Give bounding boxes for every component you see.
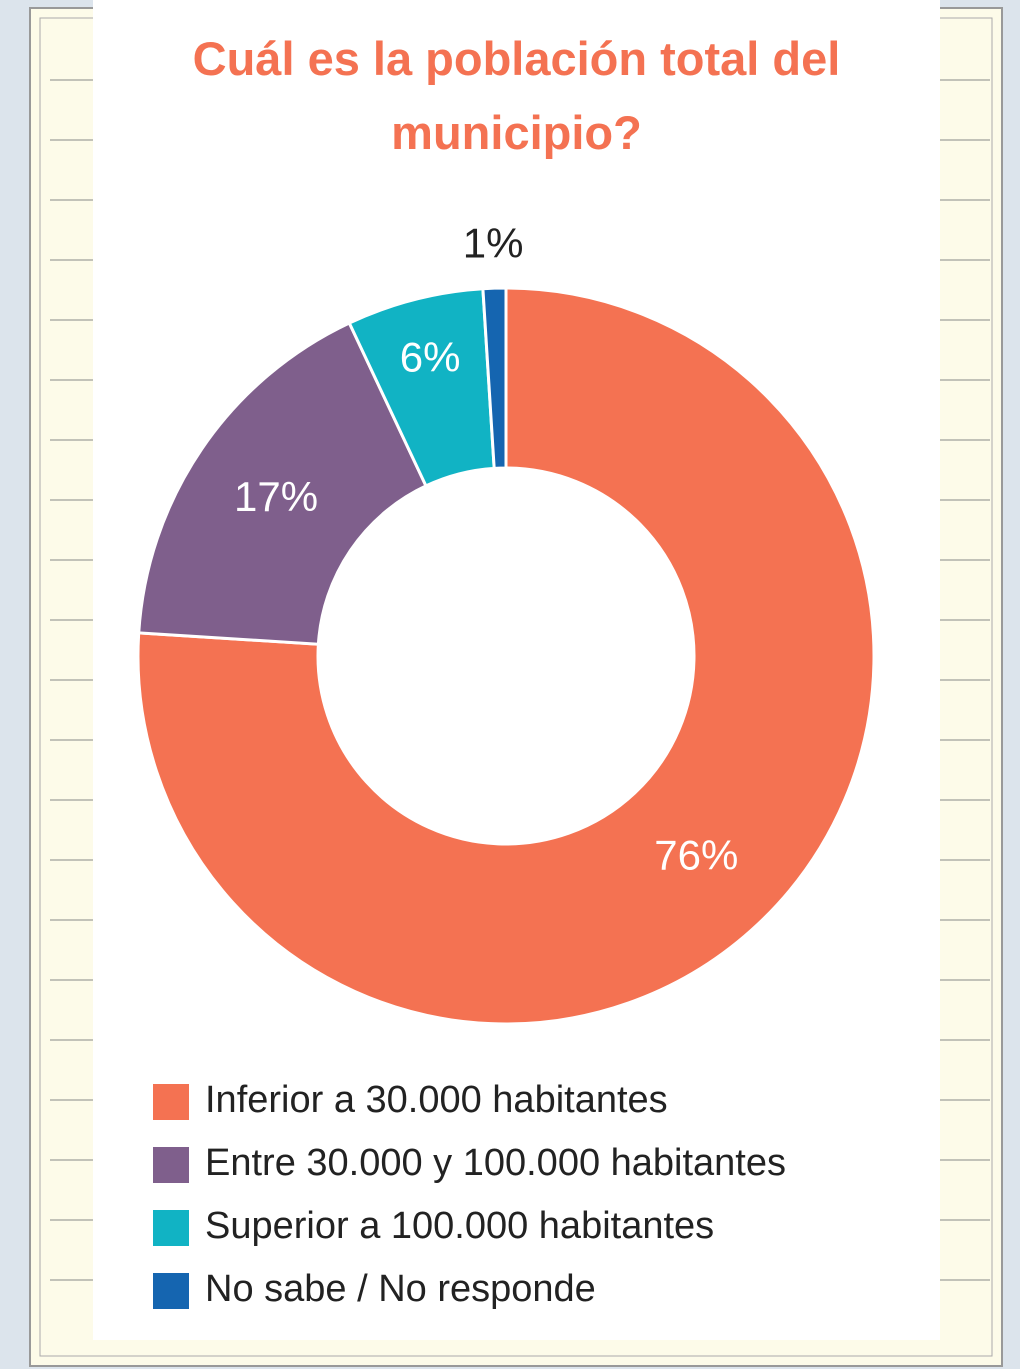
legend-label: Entre 30.000 y 100.000 habitantes [205, 1142, 786, 1184]
legend-label: No sabe / No responde [205, 1268, 596, 1310]
legend-swatch [153, 1210, 189, 1246]
slice [137, 321, 428, 646]
legend-label: Inferior a 30.000 habitantes [205, 1079, 668, 1121]
slice [136, 286, 876, 1026]
chart-title: Cuál es la población total del municipio… [192, 32, 841, 159]
legend-swatch [153, 1273, 189, 1309]
legend-swatch [153, 1084, 189, 1120]
data-label: 6% [400, 334, 461, 381]
data-label: 1% [463, 219, 524, 266]
legend-label: Superior a 100.000 habitantes [205, 1205, 714, 1247]
data-label: 17% [234, 473, 318, 520]
slice [481, 286, 508, 470]
data-label: 76% [654, 832, 738, 879]
legend-swatch [153, 1147, 189, 1183]
